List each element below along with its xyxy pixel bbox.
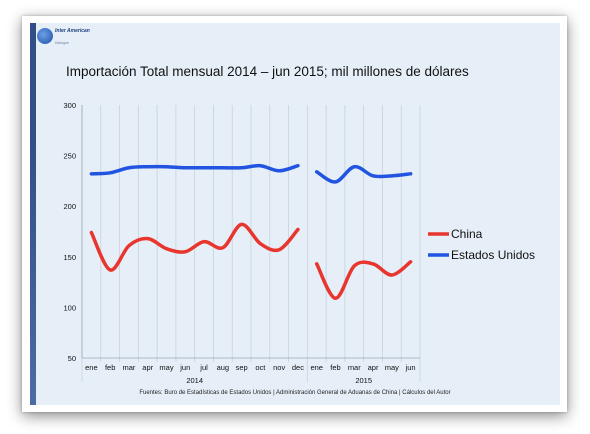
data-point <box>316 263 318 265</box>
x-tick-label: mar <box>348 363 361 372</box>
chart-card: Inter American Dialogue Importación Tota… <box>22 16 567 412</box>
x-tick-label: sep <box>236 363 248 372</box>
data-point <box>165 248 167 250</box>
source-note: Fuentes: Buro de Estadísticas de Estados… <box>139 390 451 396</box>
x-tick-label: apr <box>142 363 153 372</box>
x-tick-label: jun <box>405 363 416 372</box>
x-tick-label: aug <box>217 363 230 372</box>
year-label: 2015 <box>355 376 372 385</box>
x-tick-label: ene <box>310 363 323 372</box>
series-line-usa <box>89 163 300 176</box>
x-tick-label: nov <box>273 363 285 372</box>
x-tick-label: feb <box>105 363 115 372</box>
data-point <box>409 173 411 175</box>
logo-subtext: Dialogue <box>55 41 69 45</box>
slide-panel: Inter American Dialogue Importación Tota… <box>30 23 560 405</box>
data-point <box>297 165 299 167</box>
x-tick-label: dec <box>292 363 304 372</box>
data-point <box>184 167 186 169</box>
data-point <box>109 269 111 271</box>
legend-label: China <box>451 227 483 241</box>
data-point <box>240 167 242 169</box>
y-tick-label: 300 <box>63 101 76 110</box>
data-point <box>372 263 374 265</box>
data-point <box>184 251 186 253</box>
logo: Inter American Dialogue <box>37 28 92 52</box>
data-point <box>391 175 393 177</box>
data-point <box>109 172 111 174</box>
data-point <box>222 246 224 248</box>
y-tick-label: 250 <box>63 152 76 161</box>
x-tick-label: ene <box>85 363 98 372</box>
x-tick-label: oct <box>255 363 266 372</box>
y-tick-label: 150 <box>63 253 76 262</box>
data-point <box>128 167 130 169</box>
series-line-china <box>89 222 300 272</box>
x-tick-label: feb <box>330 363 340 372</box>
data-point <box>316 171 318 173</box>
y-tick-label: 50 <box>68 354 76 363</box>
logo-text: Inter American <box>55 28 90 34</box>
legend-label: Estados Unidos <box>451 248 535 262</box>
slide-sidebar <box>30 23 36 405</box>
data-point <box>147 237 149 239</box>
data-point <box>372 175 374 177</box>
data-point <box>240 223 242 225</box>
series-line-china <box>314 260 413 301</box>
data-point <box>334 297 336 299</box>
data-point <box>259 165 261 167</box>
x-tick-label: jun <box>179 363 190 372</box>
chart-title: Importación Total mensual 2014 – jun 201… <box>66 64 469 79</box>
x-tick-label: jul <box>199 363 208 372</box>
data-point <box>353 265 355 267</box>
data-point <box>278 249 280 251</box>
data-point <box>90 231 92 233</box>
data-point <box>90 173 92 175</box>
logo-globe-icon <box>37 28 53 44</box>
y-tick-label: 100 <box>63 303 76 312</box>
x-tick-label: mar <box>122 363 135 372</box>
x-tick-label: may <box>385 363 399 372</box>
year-label: 2014 <box>186 376 203 385</box>
data-point <box>278 170 280 172</box>
data-point <box>334 181 336 183</box>
y-tick-label: 200 <box>63 202 76 211</box>
data-point <box>165 166 167 168</box>
data-point <box>409 261 411 263</box>
x-tick-label: apr <box>368 363 379 372</box>
data-point <box>297 228 299 230</box>
data-point <box>353 166 355 168</box>
series-line-usa <box>314 164 413 184</box>
x-tick-label: may <box>159 363 173 372</box>
data-point <box>147 166 149 168</box>
data-point <box>128 244 130 246</box>
data-point <box>222 167 224 169</box>
data-point <box>203 167 205 169</box>
data-point <box>391 274 393 276</box>
data-point <box>203 240 205 242</box>
data-point <box>259 242 261 244</box>
